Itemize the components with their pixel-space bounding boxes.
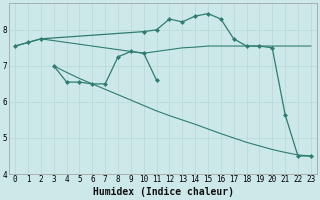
X-axis label: Humidex (Indice chaleur): Humidex (Indice chaleur) [92, 187, 234, 197]
